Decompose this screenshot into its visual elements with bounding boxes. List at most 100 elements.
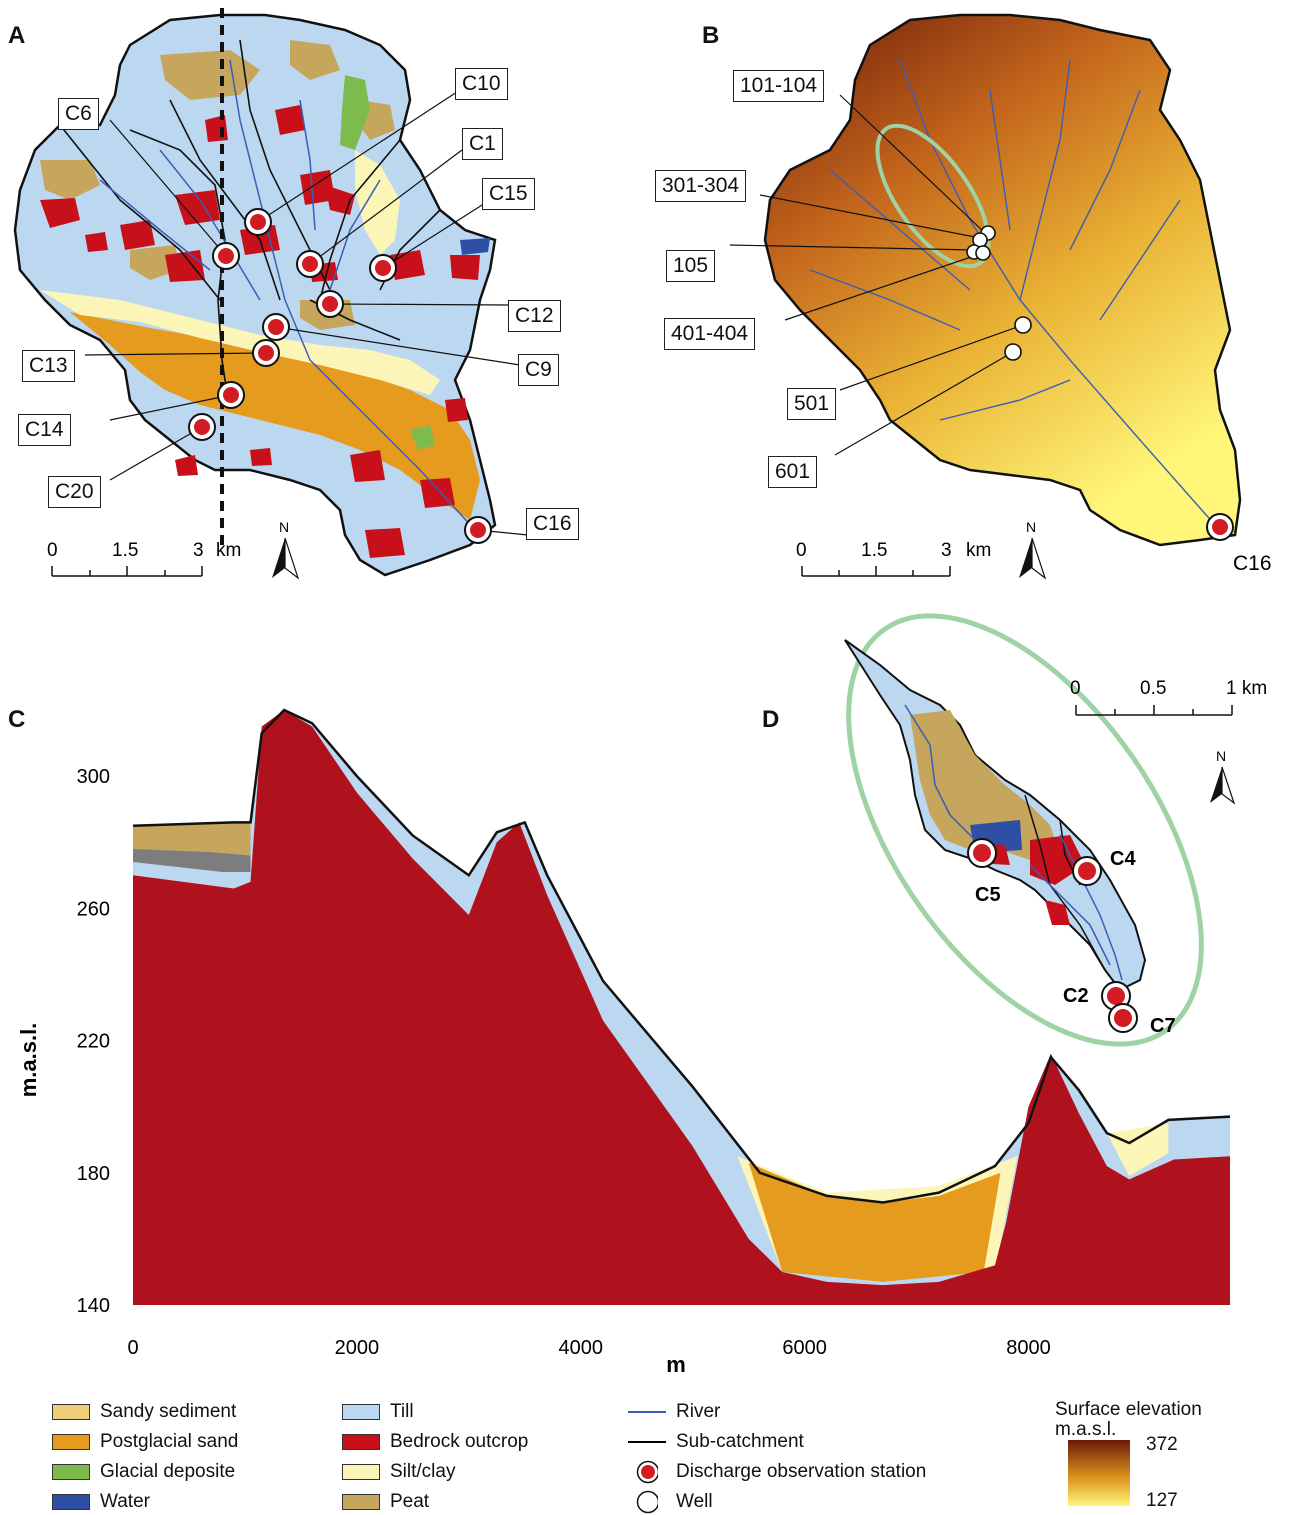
y-tick-label-1: 180 [77,1163,110,1185]
legend-swatch-peat [342,1494,380,1510]
station-marker-c10 [244,208,272,236]
elevation-color-ramp [1068,1440,1130,1506]
well-label-105: 105 [666,250,716,282]
legend-label-bedrock-outcrop: Bedrock outcrop [390,1431,529,1452]
panel-d-scale-tick-1: 0.5 [1140,678,1166,699]
panel-d-bedrock-2 [1030,835,1085,885]
elevation-max-label: 372 [1146,1434,1178,1455]
panel-b-elevation-map: C16 0 1.5 3 km N [729,13,1272,580]
panel-b-north-label: N [1026,519,1036,535]
station-label-c6: C6 [58,98,99,130]
panel-a-scalebar [51,566,203,577]
panel-b-leaders [729,94,1024,456]
surface-profile-line [132,708,1231,1204]
panel-b-catchment [763,13,1242,547]
panel-b-highlight-ellipse [875,123,991,269]
panel-a-scale-tick-2: 3 [193,540,204,561]
panel-a-water [460,238,490,255]
legend-label-postglacial-sand: Postglacial sand [100,1431,239,1452]
layer-grey-wedge [133,848,251,872]
station-marker-c16 [464,516,492,544]
station-marker-c1 [296,250,324,278]
panel-d-scale-tick-0: 0 [1070,678,1081,699]
panel-a-map: 0 1.5 3 km N [13,8,529,580]
sub-catchment-line-icon [628,1441,666,1443]
panel-a-scale-tick-1: 1.5 [112,540,138,561]
panel-b-scale-tick-0: 0 [796,540,807,561]
x-axis-title: m [666,1352,686,1377]
panel-c-letter: C [8,706,26,733]
legend-swatch-postglacial-sand [52,1434,90,1450]
station-label-c1: C1 [462,128,503,160]
station-label-c16: C16 [526,508,579,540]
legend-label-glacial-deposite: Glacial deposite [100,1461,236,1482]
panel-c-cross-section-chart: 0 2000 4000 6000 8000 140 180 220 260 300 m.a.s.l… [16,708,1231,1377]
layer-bedrock [133,710,1230,1305]
y-tick-label-3: 260 [77,898,110,920]
panel-b-scale-tick-1: 1.5 [861,540,887,561]
legend-label-river: River [676,1401,721,1422]
legend-item-discharge-station: Discharge observation station [636,1460,926,1484]
panel-d-highlight-ellipse [846,613,1204,1047]
panel-a-north-label: N [279,519,289,535]
x-tick-label-3: 6000 [782,1337,827,1359]
panel-b-scale-unit: km [966,540,991,561]
panel-a-north-arrow-icon [272,537,300,580]
panel-d-letter: D [762,706,780,733]
panel-b-letter: B [702,22,720,49]
legend-label-well: Well [676,1491,713,1512]
legend-item-till: Till [342,1400,414,1424]
legend-swatch-bedrock-outcrop [342,1434,380,1450]
x-tick-label-4: 8000 [1006,1337,1051,1359]
well-label-401-404: 401-404 [664,318,756,350]
elevation-legend-title: Surface elevation m.a.s.l. [1055,1400,1202,1440]
legend-item-sandy-sediment: Sandy sediment [52,1400,236,1424]
legend-label-discharge-station: Discharge observation station [676,1461,927,1482]
y-tick-label-2: 220 [77,1031,110,1053]
station-marker-c13 [252,339,280,367]
panel-a-letter: A [8,22,26,49]
panel-a-leaders [84,89,529,536]
cross-section-axes: 0 2000 4000 6000 8000 140 180 220 260 300 [77,766,1051,1359]
panel-b-station-c16-label: C16 [1233,552,1272,575]
legend-swatch-glacial-deposite [52,1464,90,1480]
station-marker-c15 [369,254,397,282]
x-tick-label-0: 0 [127,1337,138,1359]
panel-b-scalebar [801,566,951,577]
station-label-c7: C7 [1150,1015,1176,1037]
panel-a-scale-unit: km [216,540,241,561]
station-label-c12: C12 [508,300,561,332]
station-marker-c7 [1108,1003,1138,1033]
x-tick-label-1: 2000 [335,1337,380,1359]
legend-label-silt-clay: Silt/clay [390,1461,456,1482]
station-label-c13: C13 [22,350,75,382]
panel-a-peat-6 [130,245,180,280]
panel-d-bedrock-3 [1045,900,1070,925]
station-label-c20: C20 [48,476,101,508]
legend-swatch-till [342,1404,380,1420]
elevation-min-label: 127 [1146,1490,1178,1511]
panel-b-scale-tick-2: 3 [941,540,952,561]
station-marker-c5 [967,838,997,868]
legend-item-glacial-deposite: Glacial deposite [52,1460,235,1484]
x-tick-label-2: 4000 [559,1337,604,1359]
station-label-c5: C5 [975,884,1001,906]
station-label-c10: C10 [455,68,508,100]
panel-a-subcatchments [59,39,441,401]
legend-label-sandy-sediment: Sandy sediment [100,1401,237,1422]
legend-item-sub-catchment: Sub-catchment [628,1430,804,1454]
legend-item-postglacial-sand: Postglacial sand [52,1430,238,1454]
panel-a-glacial [340,75,370,150]
well-icon [636,1490,658,1514]
panel-a-silt-band-2 [355,150,400,255]
layer-silt-clay-east [1106,1123,1169,1177]
y-axis-title: m.a.s.l. [16,1023,41,1098]
legend-item-silt-clay: Silt/clay [342,1460,455,1484]
station-label-c4: C4 [1110,848,1136,870]
panel-a-scale-tick-0: 0 [47,540,58,561]
station-marker-c6 [212,242,240,270]
panel-b-north-arrow-icon [1019,537,1047,580]
legend-item-peat: Peat [342,1490,429,1514]
legend-swatch-silt-clay [342,1464,380,1480]
panel-a-silt-band [40,290,440,395]
